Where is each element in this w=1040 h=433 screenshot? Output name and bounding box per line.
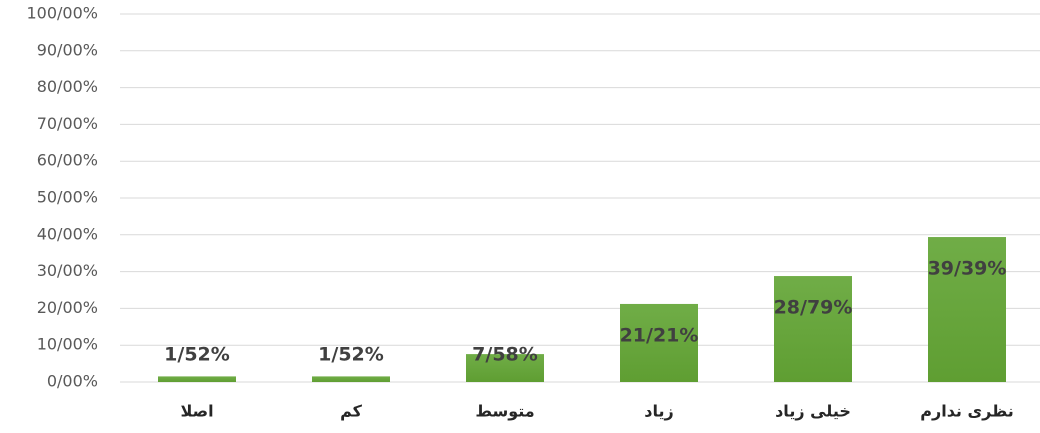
bar	[158, 376, 236, 382]
x-tick-label: زیاد	[644, 402, 673, 421]
y-tick-label: 70/00%	[37, 114, 98, 133]
data-label: 21/21%	[620, 324, 699, 346]
y-tick-label: 10/00%	[37, 335, 98, 354]
bar	[928, 237, 1006, 382]
y-tick-label: 100/00%	[27, 4, 99, 23]
bar	[312, 376, 390, 382]
data-label: 7/58%	[472, 344, 538, 366]
data-label: 39/39%	[928, 258, 1007, 280]
bar	[774, 276, 852, 382]
y-tick-label: 80/00%	[37, 77, 98, 96]
y-tick-label: 30/00%	[37, 261, 98, 280]
x-tick-label: کم	[340, 402, 363, 421]
y-tick-label: 40/00%	[37, 224, 98, 243]
data-label: 1/52%	[318, 344, 384, 366]
x-tick-label: خیلی زیاد	[775, 402, 851, 421]
y-tick-label: 90/00%	[37, 40, 98, 59]
y-tick-label: 50/00%	[37, 188, 98, 207]
y-tick-label: 20/00%	[37, 298, 98, 317]
x-tick-label: اصلا	[180, 402, 213, 421]
y-tick-label: 60/00%	[37, 151, 98, 170]
x-tick-label: متوسط	[475, 402, 534, 421]
data-label: 28/79%	[774, 297, 853, 319]
x-tick-label: نظری ندارم	[920, 402, 1013, 421]
bar	[620, 303, 698, 382]
bar	[466, 354, 544, 382]
y-tick-label: 0/00%	[47, 372, 98, 391]
data-label: 1/52%	[164, 344, 230, 366]
